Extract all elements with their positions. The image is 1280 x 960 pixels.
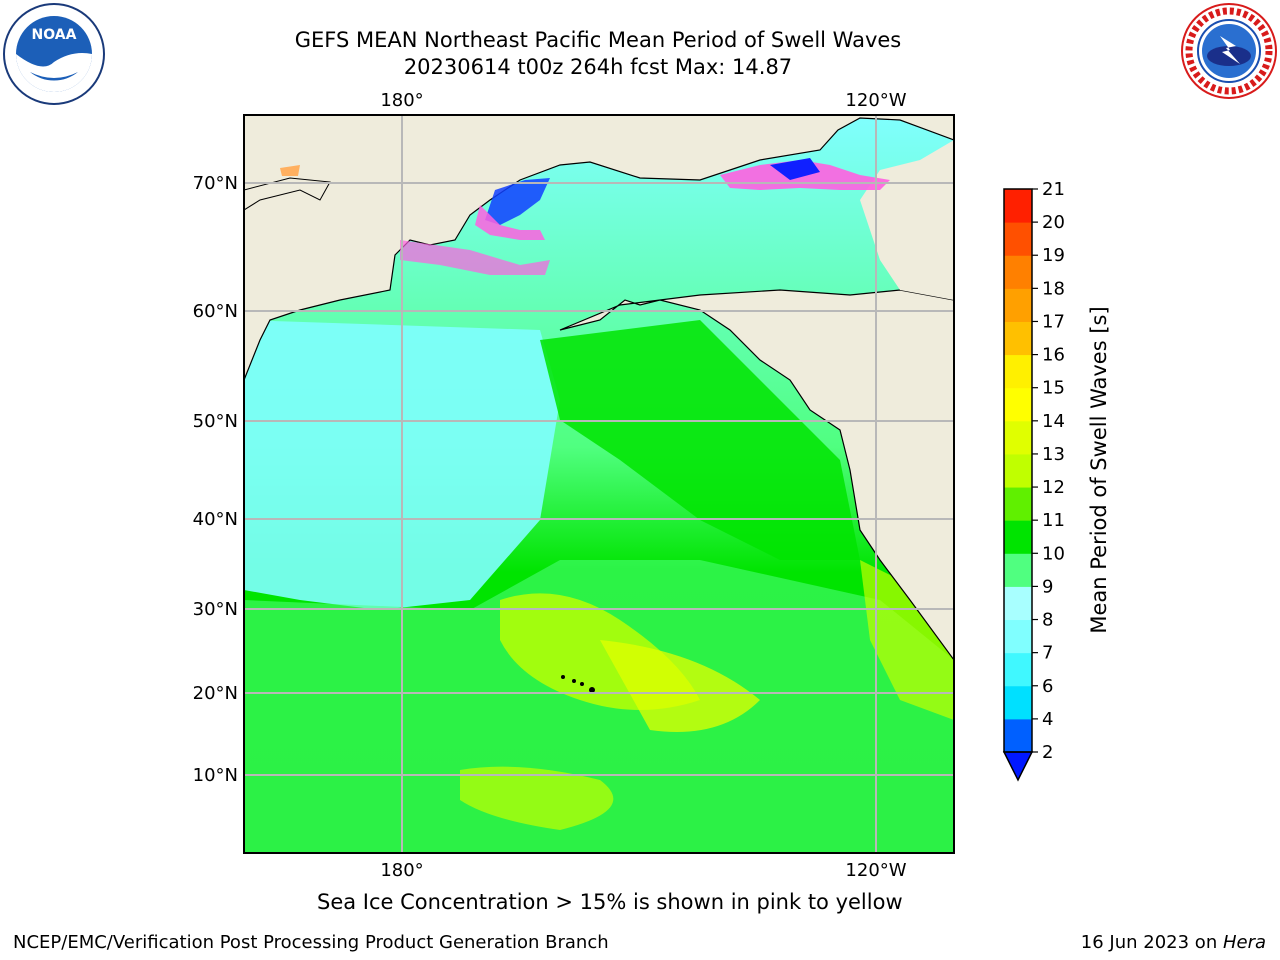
colorbar-tick-label-21: 21	[1042, 179, 1065, 200]
colorbar-bin-19	[1004, 222, 1032, 256]
colorbar-bin-6	[1004, 652, 1032, 687]
colorbar-tick-label-6: 6	[1042, 676, 1053, 697]
lat-label-50n: 50°N	[193, 411, 238, 432]
noaa-logo: NOAA	[3, 3, 105, 105]
nws-logo	[1181, 3, 1277, 99]
sea-ice-blue-beaufort	[770, 158, 820, 180]
colorbar-bin-12	[1004, 453, 1032, 488]
swell-zone-13-14s	[600, 640, 760, 732]
footer-credit: NCEP/EMC/Verification Post Processing Pr…	[13, 932, 609, 953]
colorbar-label: Mean Period of Swell Waves [s]	[1087, 306, 1111, 633]
colorbar-bin-11	[1004, 487, 1032, 521]
colorbar: 2 4 6 7 8 9 10 11 12 13 14 15 16 17 18 19 20 21	[1002, 179, 1065, 782]
chart-subtitle: 20230614 t00z 264h fcst Max: 14.87	[403, 55, 793, 79]
land-siberia-coast	[244, 177, 331, 211]
colorbar-bin-20	[1004, 189, 1032, 223]
colorbar-extend-arrow	[1002, 751, 1034, 782]
lon-label-bottom-180: 180°	[380, 860, 423, 881]
sea-ice-bering	[400, 240, 550, 275]
sea-ice-note: Sea Ice Concentration > 15% is shown in …	[317, 890, 903, 914]
hawaii-islands	[561, 675, 595, 693]
colorbar-tick-label-16: 16	[1042, 345, 1065, 366]
colorbar-tick-label-18: 18	[1042, 278, 1065, 299]
swell-zone-9-10s-south	[244, 560, 954, 853]
chart-title: GEFS MEAN Northeast Pacific Mean Period …	[294, 28, 902, 52]
swell-zone-10-11s	[540, 320, 860, 560]
map-field	[244, 115, 954, 853]
colorbar-tick-label-2: 2	[1042, 742, 1053, 763]
lat-label-30n: 30°N	[193, 599, 238, 620]
map-axis-labels: 180° 120°W 180° 120°W 70°N 60°N 50°N 40°…	[193, 90, 907, 881]
map-frame	[243, 114, 955, 854]
colorbar-bin-10	[1004, 520, 1032, 554]
colorbar-tick-label-4: 4	[1042, 709, 1053, 730]
swell-zone-12-13s-coast	[860, 560, 954, 720]
lon-label-top-180: 180°	[380, 90, 423, 111]
lat-label-70n: 70°N	[193, 173, 238, 194]
lat-label-40n: 40°N	[193, 509, 238, 530]
colorbar-tick-label-14: 14	[1042, 411, 1065, 432]
noaa-logo-text: NOAA	[32, 27, 77, 43]
colorbar-tick-label-9: 9	[1042, 576, 1053, 597]
footer-date: 16 Jun 2023 on Hera	[1081, 932, 1266, 953]
lon-label-bottom-120w: 120°W	[845, 860, 906, 881]
colorbar-bin-17	[1004, 288, 1032, 322]
colorbar-bin-18	[1004, 255, 1032, 289]
colorbar-tick-label-12: 12	[1042, 477, 1065, 498]
colorbar-tick-label-19: 19	[1042, 245, 1065, 266]
footer-date-text: 16 Jun 2023 on	[1080, 932, 1223, 953]
colorbar-tick-label-10: 10	[1042, 543, 1065, 564]
colorbar-bin-7	[1004, 619, 1032, 654]
swell-zone-12-13s-south	[460, 766, 614, 830]
colorbar-tick-label-7: 7	[1042, 643, 1053, 664]
lat-label-10n: 10°N	[193, 765, 238, 786]
colorbar-tick-label-20: 20	[1042, 212, 1065, 233]
colorbar-tick-label-15: 15	[1042, 378, 1065, 399]
colorbar-bin-9	[1004, 553, 1032, 587]
colorbar-frame	[1003, 188, 1033, 753]
lat-label-60n: 60°N	[193, 301, 238, 322]
sea-ice-pink-1	[475, 205, 545, 240]
colorbar-bin-13	[1004, 420, 1032, 455]
footer-host: Hera	[1222, 932, 1266, 953]
sea-ice-orange	[280, 165, 300, 176]
lat-label-20n: 20°N	[193, 683, 238, 704]
colorbar-tick-label-13: 13	[1042, 444, 1065, 465]
colorbar-bin-8	[1004, 586, 1032, 621]
colorbar-bin-14	[1004, 387, 1032, 422]
colorbar-bin-4	[1004, 685, 1032, 720]
colorbar-tick-label-17: 17	[1042, 311, 1065, 332]
land-north-america	[559, 289, 954, 662]
colorbar-tick-label-8: 8	[1042, 610, 1053, 631]
colorbar-tick-label-11: 11	[1042, 510, 1065, 531]
colorbar-bin-15	[1004, 354, 1032, 389]
lon-label-top-120w: 120°W	[845, 90, 906, 111]
sea-ice-chukchi	[485, 178, 550, 225]
graticule	[244, 115, 954, 853]
colorbar-bin-16	[1004, 321, 1032, 356]
colorbar-bin-2	[1004, 718, 1032, 753]
